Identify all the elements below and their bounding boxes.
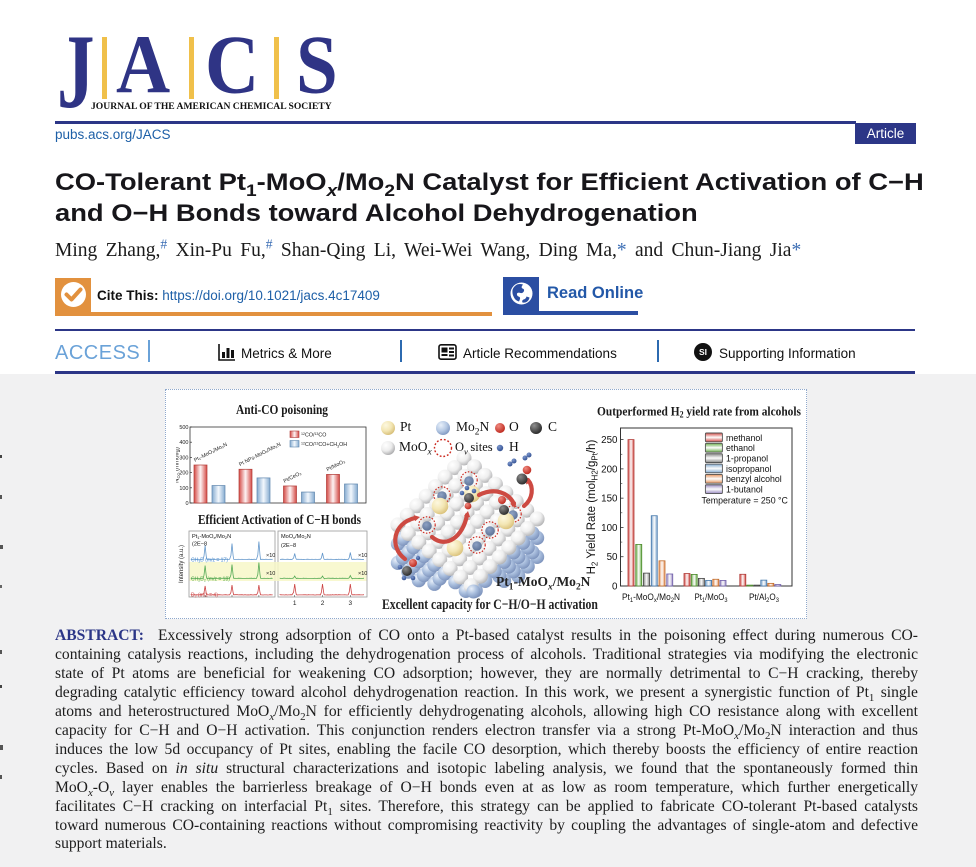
svg-text:Temperature = 250 °C: Temperature = 250 °C (702, 496, 789, 506)
svg-text:Pt₁-MoOₓ/Mo₂N: Pt₁-MoOₓ/Mo₂N (193, 442, 228, 464)
svg-text:benzyl alcohol: benzyl alcohol (726, 474, 782, 484)
svg-text:150: 150 (601, 494, 618, 505)
svg-text:(2E−8: (2E−8 (192, 542, 207, 548)
svg-text:200: 200 (179, 471, 188, 477)
svg-text:×10: ×10 (358, 553, 367, 559)
svg-text:500: 500 (179, 425, 188, 431)
svg-text:methanol: methanol (726, 433, 762, 443)
svg-text:100: 100 (179, 486, 188, 492)
svg-text:Outperformed H2 yield rate fro: Outperformed H2 yield rate from alcohols (597, 404, 801, 420)
svg-text:NCO (mmol/g): NCO (mmol/g) (176, 447, 181, 483)
svg-text:Pt1-MoOx/Mo2N: Pt1-MoOx/Mo2N (622, 592, 680, 604)
svg-text:300: 300 (179, 455, 188, 461)
svg-text:50: 50 (607, 552, 618, 563)
svg-text:(2E−8: (2E−8 (281, 543, 296, 549)
svg-text:3: 3 (349, 600, 353, 607)
svg-text:CH2D2 (m/z = 18): CH2D2 (m/z = 18) (191, 577, 230, 583)
svg-text:Pt1-MoOx/Mo2N: Pt1-MoOx/Mo2N (192, 534, 231, 540)
svg-text:Pt NPs-MoOₓ/Mo₂N: Pt NPs-MoOₓ/Mo₂N (238, 442, 282, 468)
svg-text:0: 0 (185, 501, 188, 507)
svg-text:isopropanol: isopropanol (726, 464, 772, 474)
svg-text:CH3D (m/z = 17): CH3D (m/z = 17) (191, 558, 228, 564)
svg-text:2: 2 (321, 600, 325, 607)
svg-text:Intensity (a.u.): Intensity (a.u.) (179, 545, 185, 583)
svg-text:1: 1 (293, 600, 297, 607)
svg-text:Pt/Al2O3: Pt/Al2O3 (749, 592, 779, 604)
svg-text:D2 (m/z = 4): D2 (m/z = 4) (191, 593, 218, 599)
svg-text:Pt/CeO₂: Pt/CeO₂ (283, 471, 303, 485)
svg-text:250: 250 (601, 435, 618, 446)
svg-text:1-propanol: 1-propanol (726, 454, 768, 464)
svg-text:×10: ×10 (266, 571, 275, 577)
svg-text:400: 400 (179, 440, 188, 446)
svg-text:Pt1/MoO3: Pt1/MoO3 (695, 592, 728, 604)
svg-text:200: 200 (601, 464, 618, 475)
svg-text:Pt/MoO₃: Pt/MoO₃ (326, 459, 347, 473)
svg-text:100: 100 (601, 523, 618, 534)
svg-text:Efficient Activation of C−H bo: Efficient Activation of C−H bonds (198, 513, 361, 528)
svg-text:12CO/13CO+CH3OH: 12CO/13CO+CH3OH (301, 442, 347, 449)
svg-text:×10: ×10 (266, 553, 275, 559)
svg-text:MoOx/Mo2N: MoOx/Mo2N (281, 534, 311, 540)
svg-text:12CO/13CO: 12CO/13CO (301, 432, 326, 439)
svg-text:ethanol: ethanol (726, 443, 755, 453)
svg-text:Anti-CO poisoning: Anti-CO poisoning (236, 403, 328, 418)
svg-text:1-butanol: 1-butanol (726, 485, 763, 495)
svg-text:×10: ×10 (358, 571, 367, 577)
svg-text:0: 0 (612, 582, 618, 593)
